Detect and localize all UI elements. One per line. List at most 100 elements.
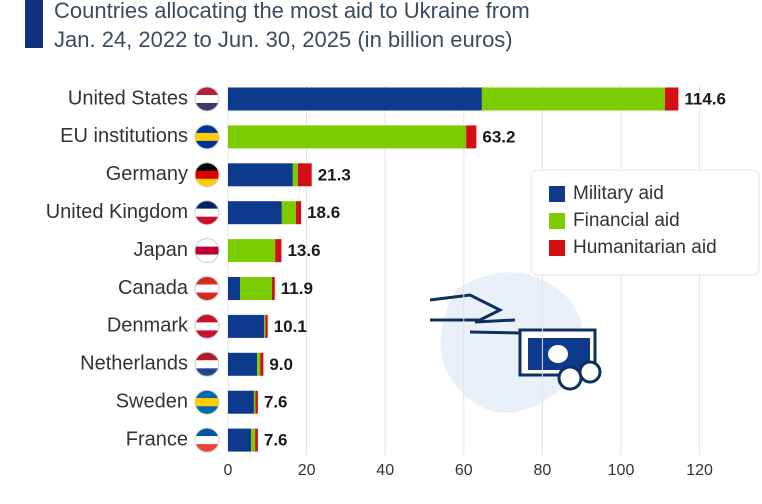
bar-segment	[255, 390, 258, 414]
bar-segment	[265, 314, 268, 338]
flag-stripe	[195, 322, 219, 331]
bar-segment	[228, 352, 258, 376]
title-accent	[25, 0, 43, 48]
flag-stripe	[195, 428, 219, 437]
legend-label: Humanitarian aid	[573, 237, 717, 258]
flag-stripe	[195, 124, 219, 133]
bar-segment	[228, 239, 276, 263]
flag	[194, 86, 220, 112]
flag-body	[195, 276, 219, 301]
bar-segment	[272, 277, 275, 300]
legend-label: Military aid	[573, 183, 664, 204]
bar-segment	[257, 352, 261, 376]
category-label: Germany	[106, 163, 188, 185]
flag-stripe	[195, 330, 219, 339]
value-label: 11.9	[281, 279, 313, 298]
bar-segment	[228, 390, 254, 414]
value-label: 13.6	[287, 241, 320, 260]
bar-segment	[665, 87, 679, 111]
flag-border	[194, 200, 220, 226]
value-label: 10.1	[274, 317, 307, 336]
legend-label: Financial aid	[573, 210, 680, 231]
flag-stripe	[195, 200, 219, 209]
bar-segment	[481, 87, 666, 111]
category-label: Netherlands	[80, 353, 188, 375]
bar-segment	[255, 428, 258, 452]
flag-stripe	[195, 208, 219, 217]
flag-stripe	[195, 103, 219, 111]
flag-body	[195, 352, 219, 377]
x-tick-label: 120	[686, 462, 713, 479]
bar-segment	[228, 314, 265, 338]
value-label: 114.6	[684, 89, 726, 108]
flag-stripe	[195, 436, 219, 445]
flag-stripe	[195, 368, 219, 377]
flag-stripe	[195, 246, 219, 255]
flag-border	[194, 124, 220, 150]
flag-stripe	[195, 398, 219, 407]
x-tick-label: 20	[298, 462, 316, 479]
bar-segment	[281, 201, 296, 225]
category-label: United Kingdom	[46, 201, 188, 223]
flag	[194, 427, 220, 453]
flag-body	[195, 390, 219, 415]
category-label: Japan	[134, 239, 189, 261]
x-tick-label: 0	[224, 462, 233, 479]
bar-segment	[297, 163, 312, 187]
category-label: Canada	[118, 277, 189, 299]
bar-segment	[228, 201, 282, 225]
flag	[194, 276, 220, 301]
flag-border	[194, 313, 220, 339]
bar-segment	[260, 352, 264, 376]
flag-stripe	[195, 292, 219, 301]
category-label: Denmark	[107, 315, 189, 337]
x-tick-label: 80	[534, 462, 552, 479]
flag	[194, 313, 220, 339]
flag	[194, 124, 220, 150]
value-label: 9.0	[269, 355, 293, 374]
legend-box	[530, 169, 760, 276]
flag-stripe	[195, 314, 219, 323]
legend-swatch	[549, 186, 565, 202]
flag	[194, 389, 220, 415]
bar-segment	[228, 163, 293, 187]
x-tick-label: 60	[455, 462, 473, 479]
flag-stripe	[195, 140, 219, 149]
flag-stripe	[195, 390, 219, 399]
flag-stripe	[195, 254, 219, 263]
category-label: EU institutions	[60, 125, 188, 147]
bar-segment	[228, 428, 252, 452]
flag-stripe	[195, 352, 219, 361]
bar-segment	[228, 277, 241, 300]
legend-swatch	[549, 240, 565, 256]
chart-title: Countries allocating the most aid to Ukr…	[54, 0, 530, 52]
flag-body	[195, 124, 219, 149]
flag-border	[194, 351, 220, 377]
flag-border	[194, 427, 220, 453]
flag	[194, 162, 220, 188]
flag	[194, 200, 220, 226]
bar-segment	[264, 314, 266, 338]
value-label: 7.6	[264, 393, 288, 412]
flag-stripe	[195, 284, 219, 293]
flag-stripe	[195, 406, 219, 415]
category-label: France	[126, 428, 188, 450]
bar-segment	[251, 428, 256, 452]
flag-body	[195, 428, 219, 453]
flag-stripe	[195, 238, 219, 247]
bar-segment	[295, 201, 302, 225]
value-label: 18.6	[307, 203, 340, 222]
illustration	[429, 272, 602, 413]
category-label: Sweden	[116, 390, 188, 412]
flag-border	[194, 276, 220, 301]
flag-stripe	[195, 216, 219, 225]
flag	[194, 238, 220, 264]
flag-stripe	[195, 444, 219, 453]
flag-stripe	[195, 95, 219, 104]
bar-segment	[292, 163, 298, 187]
bar-segment	[275, 239, 282, 263]
flag	[194, 351, 220, 377]
flag-body	[195, 238, 219, 263]
